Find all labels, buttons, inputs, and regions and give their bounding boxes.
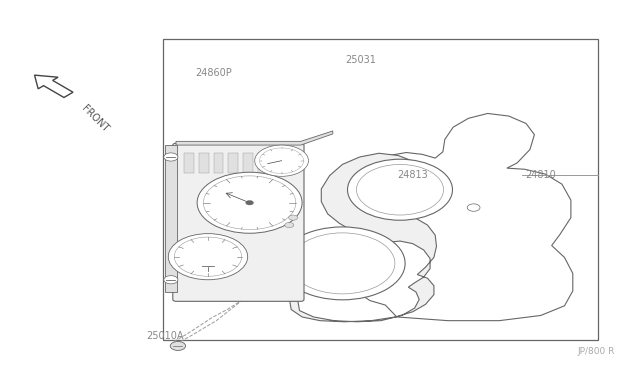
Circle shape <box>246 201 253 205</box>
Text: 24860P: 24860P <box>195 68 232 77</box>
Text: JP/800 R: JP/800 R <box>577 347 614 356</box>
Bar <box>228 153 238 173</box>
Text: FRONT: FRONT <box>79 104 110 134</box>
Bar <box>214 153 223 173</box>
Circle shape <box>260 148 303 173</box>
Text: 24810: 24810 <box>525 170 556 180</box>
Circle shape <box>170 341 186 350</box>
Bar <box>184 153 194 173</box>
Circle shape <box>356 164 444 215</box>
Circle shape <box>280 227 405 300</box>
Polygon shape <box>176 131 333 145</box>
Bar <box>243 153 253 173</box>
Circle shape <box>290 233 395 294</box>
FancyBboxPatch shape <box>173 143 304 301</box>
Circle shape <box>168 234 248 280</box>
Bar <box>273 153 282 173</box>
Bar <box>163 39 598 340</box>
Circle shape <box>197 172 302 233</box>
Text: 25031: 25031 <box>346 55 376 64</box>
Circle shape <box>174 237 242 276</box>
Polygon shape <box>351 113 573 321</box>
Circle shape <box>164 276 178 284</box>
Circle shape <box>255 145 308 176</box>
Circle shape <box>164 153 178 161</box>
Circle shape <box>289 215 298 220</box>
Bar <box>258 153 268 173</box>
Polygon shape <box>289 153 436 322</box>
Polygon shape <box>35 75 73 97</box>
Circle shape <box>467 204 480 211</box>
Circle shape <box>285 222 294 228</box>
Bar <box>165 145 177 292</box>
Circle shape <box>348 159 452 220</box>
Bar <box>199 153 209 173</box>
Circle shape <box>204 176 296 230</box>
Text: 25010A: 25010A <box>146 331 184 340</box>
Text: 24813: 24813 <box>397 170 428 180</box>
